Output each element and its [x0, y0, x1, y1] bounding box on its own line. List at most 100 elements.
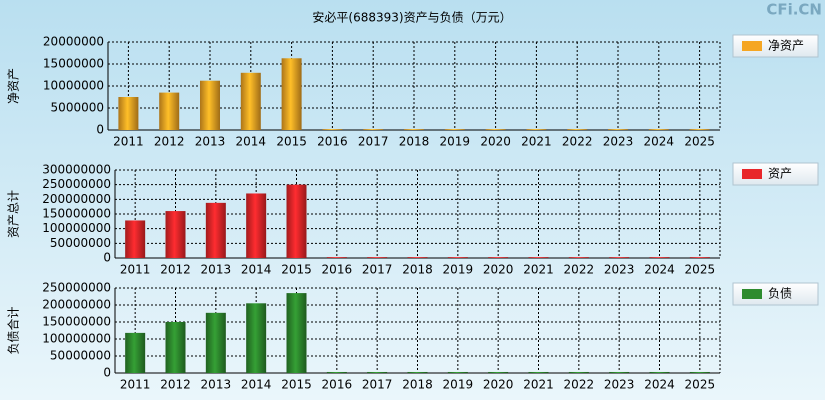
y-tick-label: 150000000	[42, 207, 111, 221]
y-tick-label: 100000000	[42, 332, 111, 346]
bar	[322, 129, 343, 130]
x-tick-label: 2025	[685, 263, 716, 277]
bar	[326, 257, 347, 258]
x-tick-label: 2022	[564, 378, 595, 392]
legend-swatch	[742, 289, 762, 299]
x-tick-label: 2022	[562, 135, 593, 149]
x-tick-label: 2017	[362, 378, 393, 392]
bar	[648, 129, 669, 130]
bar	[246, 193, 267, 258]
x-tick-label: 2016	[322, 263, 353, 277]
bar	[404, 129, 424, 130]
x-tick-label: 2014	[241, 263, 272, 277]
x-tick-label: 2020	[483, 263, 514, 277]
x-tick-label: 2023	[603, 135, 634, 149]
bar	[608, 129, 628, 130]
x-tick-label: 2014	[236, 135, 267, 149]
bar	[485, 129, 506, 130]
legend-box	[732, 162, 819, 186]
x-tick-label: 2025	[685, 378, 716, 392]
x-tick-label: 2015	[281, 263, 312, 277]
x-tick-label: 2020	[480, 135, 511, 149]
x-tick-label: 2021	[521, 135, 552, 149]
bar	[609, 371, 630, 373]
x-tick-label: 2022	[564, 263, 595, 277]
bar	[447, 257, 468, 258]
legend-label: 净资产	[768, 39, 804, 53]
y-axis-label: 净资产	[7, 68, 21, 104]
bar	[165, 322, 186, 373]
y-axis-label: 负债合计	[6, 306, 21, 354]
y-tick-label: 20000000	[43, 35, 104, 49]
bar	[567, 129, 588, 130]
legend-box	[732, 34, 819, 58]
bar	[526, 129, 547, 130]
bar	[281, 58, 302, 130]
y-tick-label: 10000000	[43, 79, 104, 93]
x-tick-label: 2023	[604, 378, 635, 392]
x-tick-label: 2018	[402, 378, 433, 392]
legend-box	[732, 282, 819, 306]
y-tick-label: 200000000	[42, 298, 111, 312]
bar	[568, 371, 589, 373]
x-tick-label: 2011	[113, 135, 144, 149]
y-axis-label: 资产总计	[7, 190, 21, 238]
x-tick-label: 2015	[276, 135, 307, 149]
bar	[246, 303, 267, 373]
y-tick-label: 0	[103, 251, 111, 265]
y-tick-label: 300000000	[42, 163, 111, 177]
x-tick-label: 2021	[523, 378, 554, 392]
y-tick-label: 250000000	[42, 177, 111, 191]
x-tick-label: 2024	[644, 263, 675, 277]
x-tick-label: 2020	[483, 378, 514, 392]
x-tick-label: 2011	[120, 263, 151, 277]
bar	[205, 312, 226, 373]
bar	[407, 257, 428, 258]
bar	[363, 129, 384, 130]
x-tick-label: 2019	[443, 378, 474, 392]
x-tick-label: 2011	[120, 378, 151, 392]
x-tick-label: 2016	[317, 135, 348, 149]
x-tick-label: 2021	[523, 263, 554, 277]
bar	[125, 220, 146, 258]
bar	[240, 72, 261, 130]
bar	[528, 257, 549, 258]
bar	[326, 371, 347, 373]
bar	[689, 129, 710, 130]
bar	[118, 97, 139, 130]
x-tick-label: 2012	[160, 263, 191, 277]
bar	[125, 332, 146, 373]
x-tick-label: 2012	[154, 135, 185, 149]
y-tick-label: 150000000	[42, 315, 111, 329]
y-tick-label: 100000000	[42, 221, 111, 235]
x-tick-label: 2013	[201, 263, 232, 277]
bar	[447, 371, 468, 373]
bar	[286, 184, 307, 258]
x-tick-label: 2024	[644, 135, 675, 149]
legend-swatch	[742, 41, 762, 51]
x-tick-label: 2013	[195, 135, 226, 149]
x-tick-label: 2013	[201, 378, 232, 392]
x-tick-label: 2018	[402, 263, 433, 277]
y-tick-label: 250000000	[42, 281, 111, 295]
bar	[286, 293, 307, 373]
bar	[159, 92, 180, 130]
legend-swatch	[742, 169, 762, 179]
x-tick-label: 2023	[604, 263, 635, 277]
y-tick-label: 15000000	[43, 57, 104, 71]
y-tick-label: 50000000	[50, 349, 111, 363]
bar	[649, 257, 670, 258]
bar	[444, 129, 465, 130]
bar	[200, 80, 220, 130]
legend-label: 资产	[768, 167, 792, 181]
bar	[367, 371, 388, 373]
x-tick-label: 2024	[644, 378, 675, 392]
bar	[367, 257, 388, 258]
x-tick-label: 2016	[322, 378, 353, 392]
bar	[689, 257, 710, 258]
bar	[568, 257, 589, 258]
y-tick-label: 200000000	[42, 192, 111, 206]
bar	[689, 371, 710, 373]
bar	[649, 371, 670, 373]
